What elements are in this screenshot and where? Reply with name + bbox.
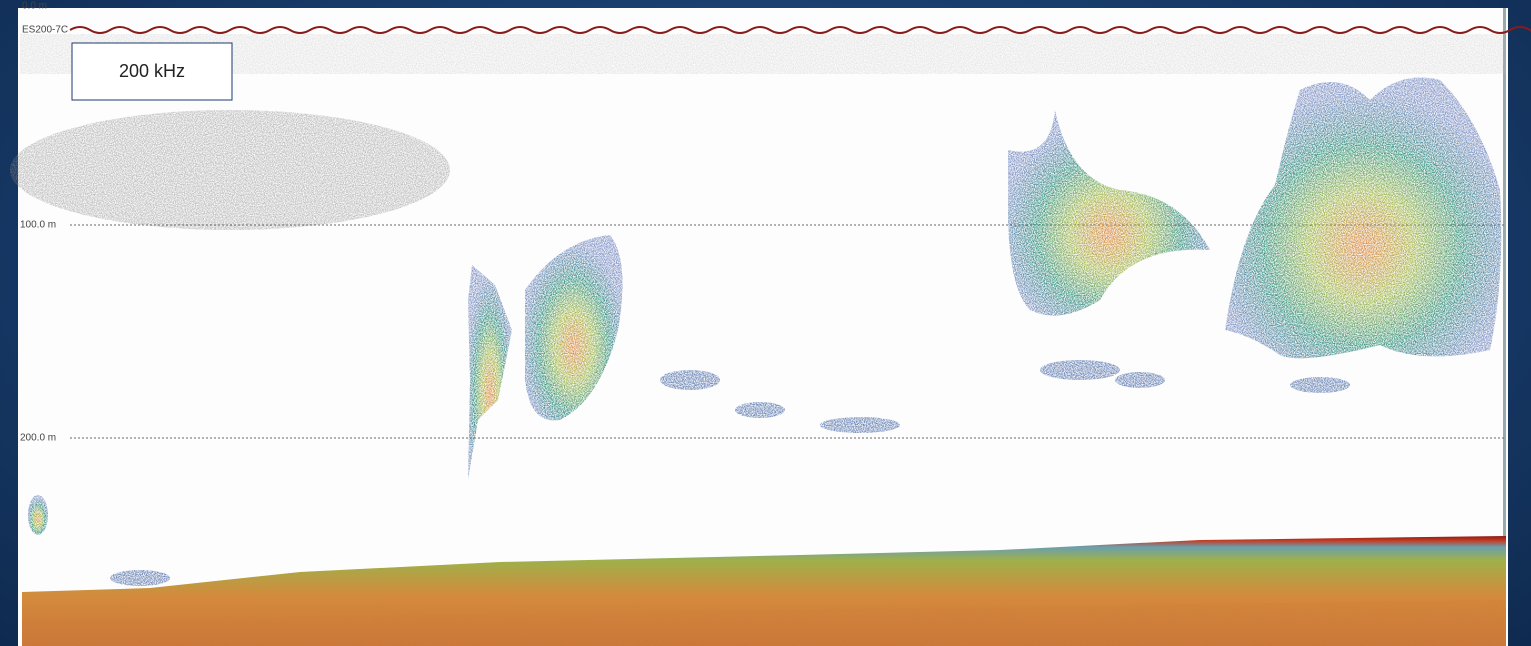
scatter-target	[735, 402, 785, 418]
transmit-line	[69, 26, 1531, 34]
fish-school	[1225, 77, 1502, 359]
surface-noise	[20, 34, 1506, 74]
seabed-texture	[22, 600, 1506, 646]
transducer-label: ES200-7C	[22, 25, 68, 36]
top-depth-label: 0.0 m	[22, 1, 47, 12]
frequency-label: 200 kHz	[119, 61, 185, 81]
fish-school	[468, 265, 512, 480]
scattering-layer	[10, 110, 450, 230]
scatter-targets	[110, 360, 1350, 586]
scatter-target	[1290, 377, 1350, 393]
fish-schools	[28, 77, 1502, 535]
scatter-target	[1040, 360, 1120, 380]
depth-label: 200.0 m	[20, 433, 56, 444]
scatter-target	[1115, 372, 1165, 388]
scatter-target	[110, 570, 170, 586]
scatter-target	[660, 370, 720, 390]
fish-school	[1008, 110, 1210, 316]
scatter-target	[820, 417, 900, 433]
fish-school	[28, 495, 48, 535]
fish-school	[525, 235, 623, 421]
depth-label: 100.0 m	[20, 220, 56, 231]
panel-edge	[1503, 8, 1506, 646]
frequency-box	[71, 42, 233, 101]
